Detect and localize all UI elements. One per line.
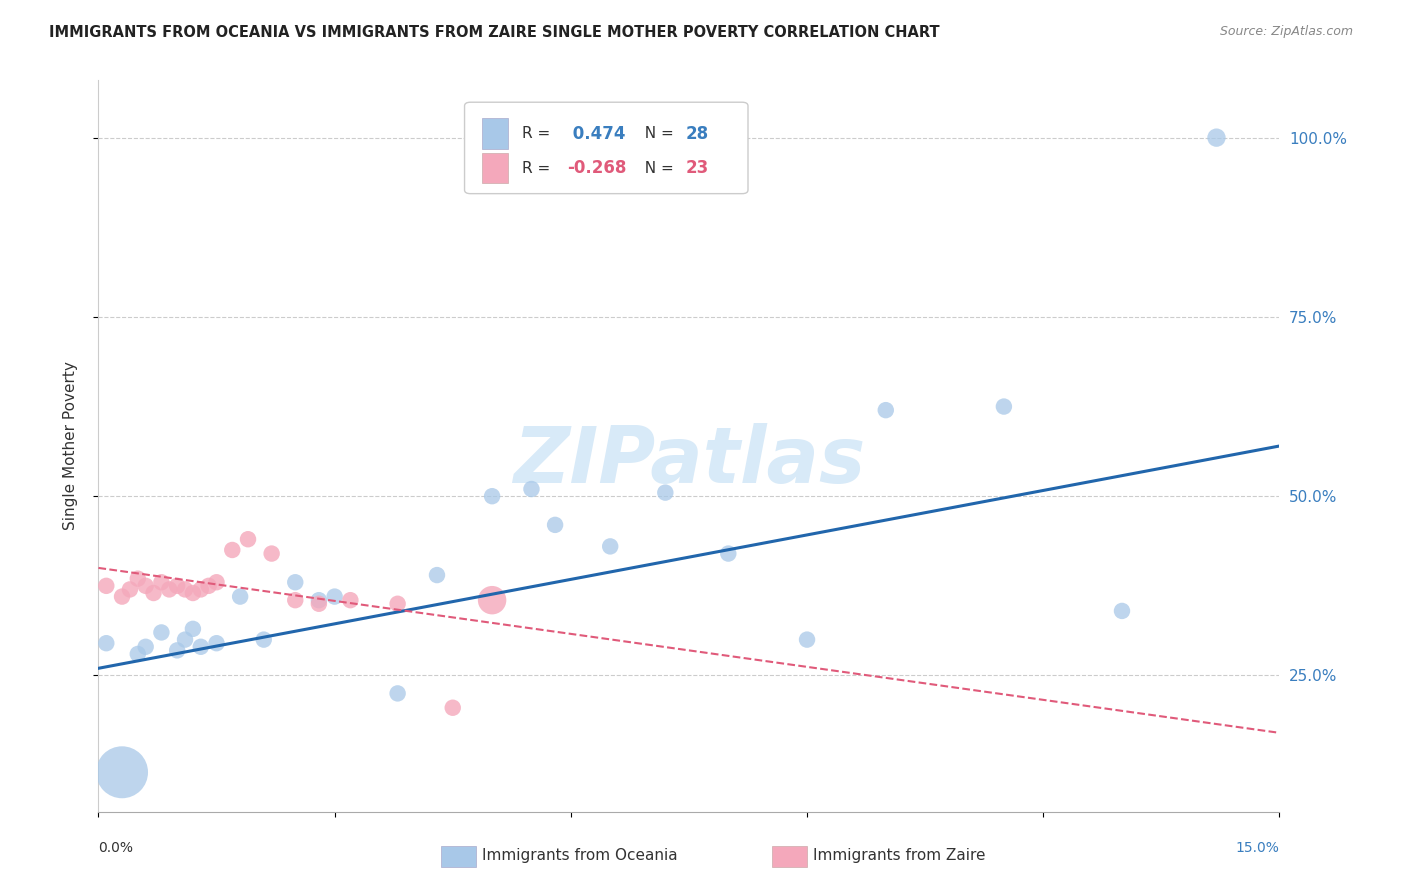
Point	[205, 575, 228, 590]
Point	[181, 622, 204, 636]
Point	[599, 540, 621, 554]
Point	[157, 582, 180, 597]
Text: Immigrants from Oceania: Immigrants from Oceania	[482, 848, 678, 863]
Point	[221, 543, 243, 558]
Text: 28: 28	[685, 125, 709, 143]
Point	[260, 547, 283, 561]
Point	[796, 632, 818, 647]
Point	[1111, 604, 1133, 618]
Point	[190, 640, 212, 654]
Point	[654, 485, 676, 500]
Point	[481, 489, 503, 503]
Bar	[482, 153, 508, 184]
Point	[520, 482, 543, 496]
Point	[111, 765, 134, 780]
Point	[717, 547, 740, 561]
Text: 0.0%: 0.0%	[98, 841, 134, 855]
Text: Source: ZipAtlas.com: Source: ZipAtlas.com	[1219, 25, 1353, 38]
Point	[150, 575, 173, 590]
Point	[441, 700, 464, 714]
Point	[1205, 130, 1227, 145]
Text: 15.0%: 15.0%	[1236, 841, 1279, 855]
Point	[174, 582, 197, 597]
Point	[323, 590, 346, 604]
Text: R =: R =	[523, 126, 555, 141]
Point	[197, 579, 219, 593]
Point	[181, 586, 204, 600]
Text: -0.268: -0.268	[567, 159, 627, 177]
Point	[253, 632, 276, 647]
Text: N =: N =	[634, 126, 678, 141]
Point	[142, 586, 165, 600]
Point	[308, 597, 330, 611]
Point	[284, 593, 307, 607]
Point	[135, 579, 157, 593]
Text: 23: 23	[685, 159, 709, 177]
Point	[127, 647, 149, 661]
Point	[190, 582, 212, 597]
Point	[387, 686, 409, 700]
Bar	[772, 847, 807, 867]
Point	[544, 517, 567, 532]
Text: ZIPatlas: ZIPatlas	[513, 423, 865, 499]
Bar	[441, 847, 477, 867]
Text: IMMIGRANTS FROM OCEANIA VS IMMIGRANTS FROM ZAIRE SINGLE MOTHER POVERTY CORRELATI: IMMIGRANTS FROM OCEANIA VS IMMIGRANTS FR…	[49, 25, 939, 40]
Point	[236, 533, 259, 547]
Point	[96, 636, 118, 650]
Text: Immigrants from Zaire: Immigrants from Zaire	[813, 848, 986, 863]
Point	[174, 632, 197, 647]
Point	[205, 636, 228, 650]
Bar	[482, 119, 508, 149]
Point	[96, 579, 118, 593]
Point	[284, 575, 307, 590]
Point	[993, 400, 1015, 414]
Y-axis label: Single Mother Poverty: Single Mother Poverty	[63, 361, 77, 531]
Point	[118, 582, 141, 597]
Text: N =: N =	[634, 161, 678, 176]
Point	[426, 568, 449, 582]
Point	[135, 640, 157, 654]
Point	[308, 593, 330, 607]
Point	[339, 593, 361, 607]
Text: R =: R =	[523, 161, 555, 176]
Point	[481, 593, 503, 607]
Point	[875, 403, 897, 417]
Text: 0.474: 0.474	[567, 125, 626, 143]
Point	[150, 625, 173, 640]
FancyBboxPatch shape	[464, 103, 748, 194]
Point	[387, 597, 409, 611]
Point	[111, 590, 134, 604]
Point	[127, 572, 149, 586]
Point	[166, 579, 188, 593]
Point	[166, 643, 188, 657]
Point	[229, 590, 252, 604]
